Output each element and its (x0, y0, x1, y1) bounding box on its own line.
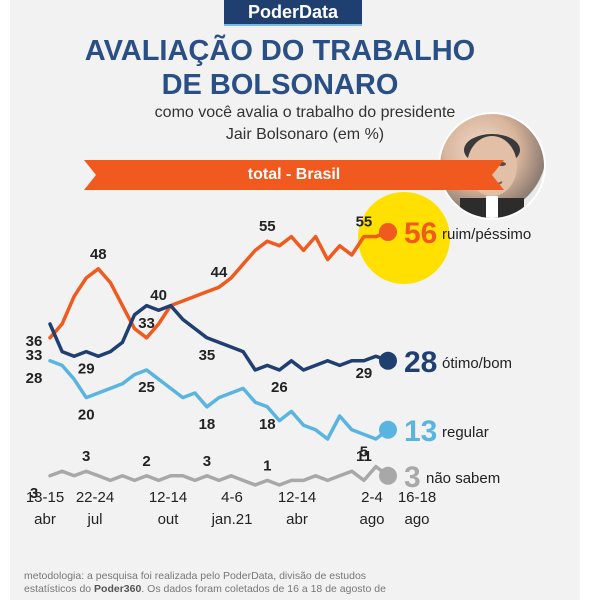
data-label-ruim: 44 (211, 264, 228, 281)
end-point-ruim (379, 223, 397, 241)
data-label-nao_sabem: 2 (142, 453, 150, 470)
series-name-nao_sabem: não sabem (426, 470, 500, 487)
x-tick-label: 2-4 (361, 489, 383, 506)
brand-logo: PoderData (224, 0, 362, 26)
scope-banner: total - Brasil (84, 160, 504, 190)
subtitle: como você avalia o trabalho do president… (110, 102, 500, 146)
x-tick-label: 4-6 (221, 489, 243, 506)
end-point-regular (379, 420, 397, 439)
data-label-otimo: 36 (26, 333, 43, 350)
x-tick-label: abr (286, 511, 308, 528)
final-value-regular: 13 (404, 415, 437, 448)
x-tick-label: ago (359, 511, 384, 528)
background-panel (10, 0, 580, 600)
data-label-nao_sabem: 1 (263, 457, 271, 474)
series-name-regular: regular (442, 424, 489, 441)
data-label-otimo: 29 (78, 361, 95, 378)
data-label-regular: 18 (259, 416, 276, 433)
x-tick-label: jan.21 (211, 511, 253, 528)
data-label-otimo: 26 (271, 379, 288, 396)
data-label-regular: 20 (78, 407, 95, 424)
data-label-regular: 18 (199, 416, 216, 433)
data-label-regular: 25 (138, 379, 155, 396)
data-label-ruim: 48 (90, 246, 107, 263)
series-line-regular (48, 359, 390, 441)
x-tick-label: abr (34, 511, 56, 528)
x-tick-label: 12-14 (149, 489, 187, 506)
methodology-line-2: estatísticos do Poder360. Os dados foram… (24, 583, 386, 595)
data-label-regular: 28 (26, 370, 43, 387)
methodology-line-1: metodologia: a pesquisa foi realizada pe… (24, 570, 367, 582)
data-label-ruim: 33 (26, 347, 43, 364)
data-label-ruim: 55 (356, 214, 373, 231)
data-label-nao_sabem: 3 (82, 448, 90, 465)
highlight-circle (358, 192, 450, 284)
series-name-ruim: ruim/péssimo (442, 226, 531, 243)
x-tick-label: out (158, 511, 180, 528)
series-name-otimo: ótimo/bom (442, 355, 512, 372)
end-point-nao_sabem (379, 466, 397, 485)
data-label-ruim: 55 (259, 218, 276, 235)
banner-shape (84, 160, 504, 190)
x-tick-label: 13-15 (26, 489, 64, 506)
data-label-nao_sabem: 5 (360, 444, 368, 461)
series-line-ruim (48, 230, 390, 340)
banner-text: total - Brasil (247, 166, 341, 183)
data-label-regular: 11 (356, 448, 372, 465)
x-tick-label: 12-14 (278, 489, 316, 506)
x-tick-label: ago (404, 511, 429, 528)
x-tick-label: 22-24 (76, 489, 114, 506)
data-label-ruim: 33 (138, 315, 155, 332)
title-line-2: DE BOLSONARO (161, 69, 399, 101)
title-line-1: AVALIAÇÃO DO TRABALHO (84, 35, 476, 67)
data-label-nao_sabem: 3 (203, 453, 211, 470)
final-value-nao_sabem: 3 (404, 461, 421, 494)
x-tick-label: jul (86, 511, 102, 528)
end-point-otimo (379, 351, 397, 370)
x-tick-label: 16-18 (398, 489, 436, 506)
data-label-otimo: 29 (356, 365, 373, 382)
data-label-otimo: 40 (150, 287, 167, 304)
subtitle-line-2: Jair Bolsonaro (em %) (225, 126, 385, 143)
final-value-ruim: 56 (404, 217, 437, 250)
data-label-otimo: 35 (199, 347, 216, 364)
subtitle-line-1: como você avalia o trabalho do president… (154, 104, 456, 121)
series-line-otimo (48, 303, 390, 372)
series-line-nao_sabem (48, 464, 390, 487)
page-title: AVALIAÇÃO DO TRABALHO DE BOLSONARO (60, 34, 500, 102)
data-label-nao_sabem: 3 (30, 485, 38, 502)
final-value-otimo: 28 (404, 346, 437, 379)
methodology-note: metodologia: a pesquisa foi realizada pe… (24, 570, 564, 596)
